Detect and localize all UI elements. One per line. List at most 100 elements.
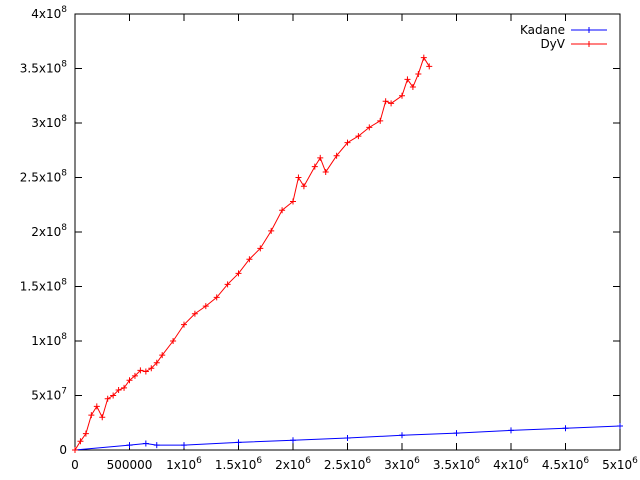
x-tick-label: 5x106 (602, 456, 638, 472)
data-point (181, 442, 187, 449)
data-point (355, 133, 362, 140)
series-dyv (72, 54, 433, 453)
data-point (290, 437, 296, 444)
axis-ticks (74, 13, 621, 451)
y-tick-mantissa: 4x10 (31, 7, 61, 21)
data-point (290, 198, 296, 205)
data-point (77, 438, 84, 445)
x-tick-exponent: 6 (523, 456, 529, 466)
data-point (170, 338, 177, 344)
data-point (246, 256, 253, 263)
data-point (235, 270, 242, 277)
x-tick-mantissa: 3x10 (384, 458, 414, 472)
x-tick-exponent: 6 (632, 456, 638, 466)
y-tick-label: 1.5x108 (20, 278, 67, 294)
y-tick-exponent: 7 (61, 387, 67, 397)
y-tick-label: 1x108 (31, 332, 67, 348)
x-tick-label: 0 (71, 458, 79, 472)
data-point (388, 100, 395, 107)
x-tick-mantissa: 5x10 (602, 458, 632, 472)
data-point (333, 152, 340, 159)
data-point (82, 430, 89, 437)
y-tick-mantissa: 2x10 (31, 225, 61, 239)
x-tick-mantissa: 0 (71, 458, 79, 472)
y-tick-label: 2.5x108 (20, 169, 67, 185)
data-point (268, 227, 275, 234)
x-tick-exponent: 6 (256, 456, 262, 466)
data-point (191, 310, 198, 317)
legend-label: Kadane (520, 23, 565, 37)
data-point (311, 163, 318, 170)
data-point (257, 245, 264, 252)
y-tick-label: 3.5x108 (20, 60, 67, 76)
data-point (235, 439, 242, 446)
data-point (202, 303, 209, 310)
data-point (617, 423, 623, 430)
y-tick-label: 3x108 (31, 114, 67, 130)
legend-marker (586, 27, 592, 33)
x-tick-exponent: 6 (414, 456, 420, 466)
data-point (382, 98, 389, 105)
x-tick-exponent: 6 (305, 456, 311, 466)
x-tick-label: 4x106 (493, 456, 529, 472)
data-point (153, 442, 160, 449)
legend-item: Kadane (520, 23, 607, 37)
data-point (399, 92, 405, 99)
data-point (344, 139, 351, 146)
x-tick-mantissa: 3.5x10 (433, 458, 474, 472)
data-point (153, 359, 160, 366)
plot-frame (74, 13, 621, 451)
data-point (159, 352, 166, 359)
x-tick-exponent: 6 (365, 456, 371, 466)
data-point (72, 447, 78, 453)
data-point (104, 395, 111, 402)
legend-label: DyV (540, 37, 565, 51)
x-tick-mantissa: 500000 (107, 458, 153, 472)
y-tick-exponent: 8 (61, 332, 67, 342)
x-tick-label: 2x106 (275, 456, 311, 472)
legend-marker (586, 41, 592, 47)
data-point (88, 412, 95, 419)
data-point (508, 427, 514, 434)
y-tick-exponent: 8 (61, 60, 67, 70)
data-point (213, 294, 220, 301)
x-tick-label: 2.5x106 (324, 456, 371, 472)
y-tick-mantissa: 0 (59, 443, 67, 457)
x-tick-mantissa: 1.5x10 (215, 458, 256, 472)
data-point (322, 169, 329, 176)
data-point (366, 124, 373, 131)
y-tick-exponent: 8 (61, 114, 67, 124)
x-tick-label: 3x106 (384, 456, 420, 472)
data-point (317, 154, 324, 161)
series-kadane (72, 423, 623, 453)
data-point (279, 207, 286, 214)
y-tick-mantissa: 3.5x10 (20, 62, 61, 76)
x-tick-label: 3.5x106 (433, 456, 480, 472)
x-tick-mantissa: 1x10 (166, 458, 196, 472)
y-tick-mantissa: 2.5x10 (20, 171, 61, 185)
data-point (126, 442, 133, 449)
data-point (99, 414, 106, 421)
y-tick-mantissa: 1x10 (31, 334, 61, 348)
x-tick-label: 1.5x106 (215, 456, 262, 472)
x-tick-label: 4.5x106 (542, 456, 589, 472)
data-point (142, 440, 149, 447)
y-tick-label: 0 (59, 443, 67, 457)
data-point (224, 281, 231, 288)
data-point (137, 367, 144, 374)
data-point (409, 84, 416, 91)
y-tick-label: 5x107 (31, 387, 67, 403)
y-tick-label: 2x108 (31, 223, 67, 239)
data-point (426, 63, 433, 70)
data-point (181, 321, 187, 328)
x-tick-label: 500000 (107, 458, 153, 472)
axis-tick-labels: 0 500000 1x106 1.5x106 2x106 2.5x106 3x106 3.5x… (20, 5, 638, 472)
x-tick-label: 1x106 (166, 456, 202, 472)
data-point (115, 387, 122, 394)
data-point (121, 384, 128, 391)
series-layer (72, 54, 623, 453)
y-tick-exponent: 8 (61, 169, 67, 179)
x-tick-mantissa: 2.5x10 (324, 458, 365, 472)
